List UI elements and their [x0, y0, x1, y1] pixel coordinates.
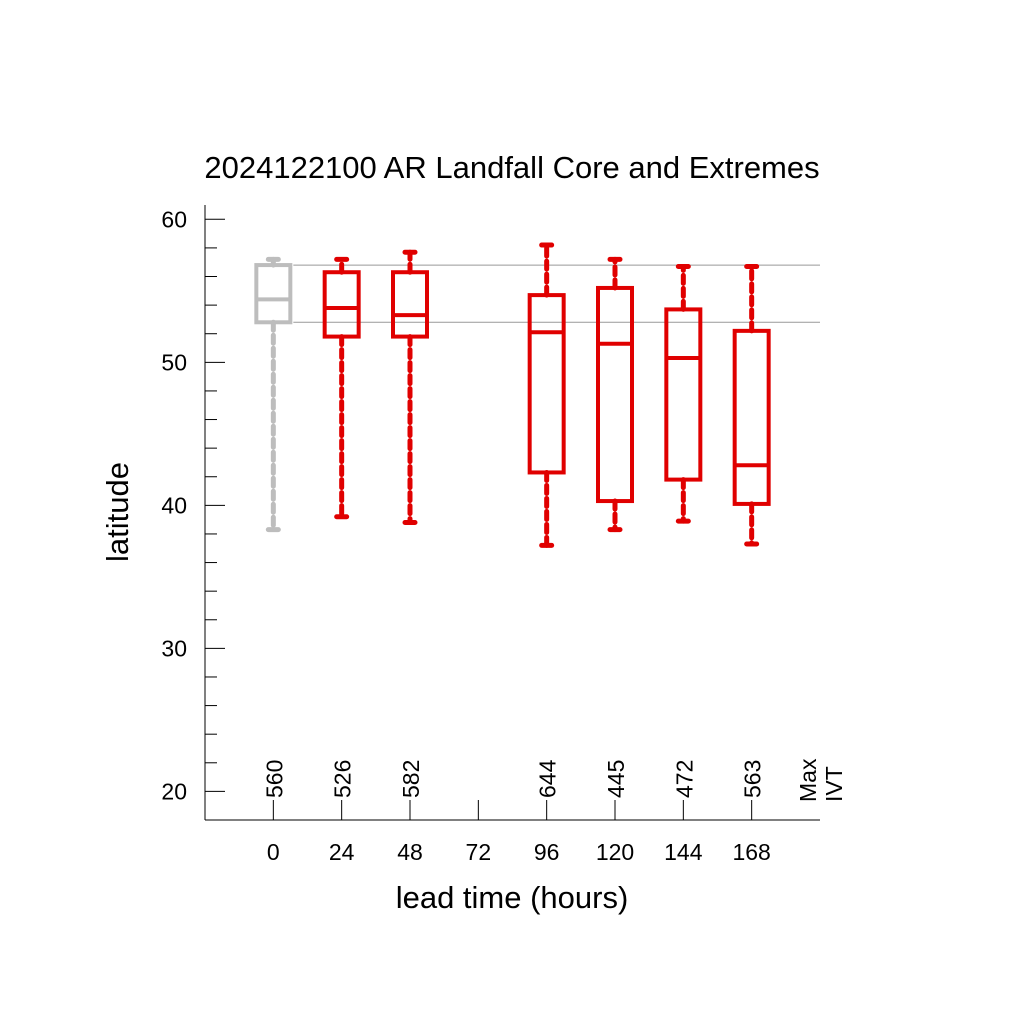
x-tick-label: 144 [664, 839, 703, 865]
max-ivt-header-line2: IVT [821, 766, 847, 802]
y-tick-label: 40 [161, 492, 187, 518]
plot-area: 20 30 40 50 60 0 24 48 72 96 120 144 168 560 526 582 644… [161, 205, 847, 865]
max-ivt-label: 560 [261, 760, 287, 798]
y-tick-label: 20 [161, 778, 187, 804]
box-iqr [527, 293, 566, 475]
max-ivt-label: 445 [603, 760, 629, 798]
x-tick-label: 72 [466, 839, 492, 865]
box-iqr [254, 263, 293, 325]
box-iqr [732, 328, 771, 506]
x-axis-label: lead time (hours) [396, 880, 629, 915]
max-ivt-header-line1: Max [795, 758, 821, 802]
max-ivt-label: 563 [740, 760, 766, 798]
y-tick-label: 30 [161, 635, 187, 661]
box-iqr [322, 270, 361, 339]
max-ivt-label: 582 [398, 760, 424, 798]
x-tick-label: 168 [732, 839, 770, 865]
x-tick-label: 0 [267, 839, 280, 865]
box-iqr [664, 307, 703, 482]
y-tick-label: 50 [161, 349, 187, 375]
chart-title: 2024122100 AR Landfall Core and Extremes [204, 150, 819, 185]
y-axis-label: latitude [100, 462, 135, 562]
x-tick-label: 120 [596, 839, 634, 865]
y-tick-label: 60 [161, 206, 187, 232]
box-iqr [391, 270, 429, 339]
box-iqr [596, 285, 634, 504]
max-ivt-label: 526 [330, 760, 356, 798]
x-tick-label: 24 [329, 839, 355, 865]
x-tick-label: 48 [397, 839, 423, 865]
max-ivt-label: 472 [671, 760, 697, 798]
max-ivt-label: 644 [535, 759, 561, 798]
x-tick-label: 96 [534, 839, 560, 865]
